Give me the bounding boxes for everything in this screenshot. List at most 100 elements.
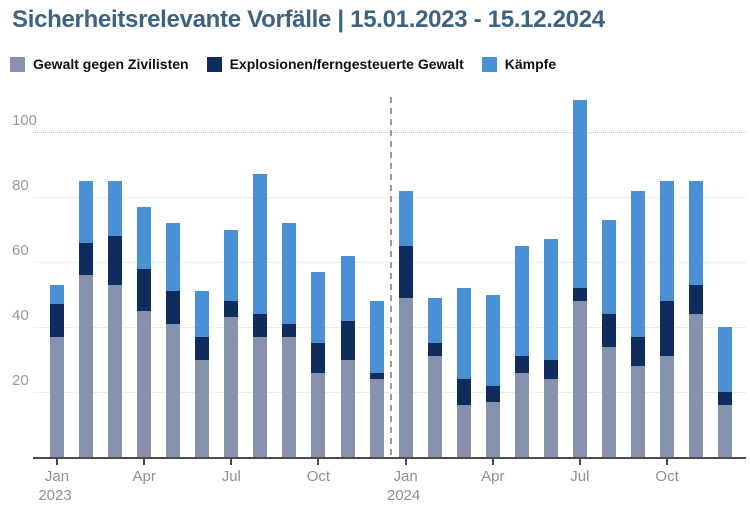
bar-segment-kaempfe bbox=[137, 206, 152, 269]
legend-item-gewalt-gegen-zivilisten: Gewalt gegen Zivilisten bbox=[10, 56, 189, 72]
bar-segment-kaempfe bbox=[369, 301, 384, 373]
x-tick-label: Jul bbox=[221, 468, 241, 485]
bar-segment-gewalt-gegen-zivilisten bbox=[79, 275, 93, 457]
bar-segment-kaempfe bbox=[631, 190, 645, 337]
bar-segment-explosionen-ferngesteuerte-gewalt bbox=[718, 392, 733, 405]
gridline bbox=[33, 262, 746, 263]
bar-segment-explosionen-ferngesteuerte-gewalt bbox=[79, 242, 93, 275]
bar-segment-gewalt-gegen-zivilisten bbox=[282, 336, 297, 458]
legend-swatch-navy-icon bbox=[206, 56, 222, 72]
bar-segment-kaempfe bbox=[514, 245, 529, 357]
bar-segment-explosionen-ferngesteuerte-gewalt bbox=[311, 343, 326, 373]
bar-segment-explosionen-ferngesteuerte-gewalt bbox=[689, 284, 704, 315]
bar-segment-kaempfe bbox=[543, 239, 558, 360]
bar-segment-kaempfe bbox=[166, 223, 181, 292]
bar-segment-explosionen-ferngesteuerte-gewalt bbox=[108, 236, 123, 285]
year-separator-line bbox=[390, 97, 393, 457]
legend-item-explosionen: Explosionen/ferngesteuerte Gewalt bbox=[206, 56, 464, 72]
x-tick-label: Apr bbox=[132, 468, 156, 485]
legend-swatch-blue-icon bbox=[481, 56, 497, 72]
x-axis-line bbox=[33, 457, 746, 459]
bar-segment-explosionen-ferngesteuerte-gewalt bbox=[485, 385, 500, 402]
bar-segment-gewalt-gegen-zivilisten bbox=[340, 359, 355, 457]
bar-segment-kaempfe bbox=[485, 294, 500, 386]
bar-segment-explosionen-ferngesteuerte-gewalt bbox=[543, 359, 558, 379]
x-tick bbox=[578, 459, 581, 465]
y-axis-label: 40 bbox=[12, 307, 29, 324]
legend-label: Kämpfe bbox=[504, 56, 557, 72]
x-tick bbox=[491, 459, 494, 465]
bar-segment-kaempfe bbox=[282, 223, 297, 324]
bar-segment-kaempfe bbox=[79, 180, 93, 243]
bar-segment-gewalt-gegen-zivilisten bbox=[543, 379, 558, 457]
bar-segment-gewalt-gegen-zivilisten bbox=[427, 356, 442, 458]
x-year-label: 2024 bbox=[386, 487, 421, 504]
x-tick-label: Oct bbox=[655, 468, 679, 485]
bar-segment-gewalt-gegen-zivilisten bbox=[253, 336, 268, 458]
bar-segment-gewalt-gegen-zivilisten bbox=[137, 310, 152, 458]
bar-segment-explosionen-ferngesteuerte-gewalt bbox=[660, 301, 675, 357]
legend: Gewalt gegen Zivilisten Explosionen/fern… bbox=[10, 56, 556, 72]
bar-segment-gewalt-gegen-zivilisten bbox=[602, 346, 616, 457]
x-tick bbox=[666, 459, 669, 465]
bar-segment-kaempfe bbox=[427, 297, 442, 344]
bar-segment-gewalt-gegen-zivilisten bbox=[660, 356, 675, 458]
y-axis-label: 100 bbox=[12, 112, 38, 129]
x-tick bbox=[230, 459, 233, 465]
chart-title: Sicherheitsrelevante Vorfälle | 15.01.20… bbox=[12, 6, 605, 33]
bar-segment-gewalt-gegen-zivilisten bbox=[108, 284, 123, 458]
bar-segment-kaempfe bbox=[602, 219, 616, 315]
bar-segment-gewalt-gegen-zivilisten bbox=[50, 336, 64, 458]
x-tick-label: Oct bbox=[306, 468, 331, 485]
bar-segment-kaempfe bbox=[253, 174, 268, 315]
bar-segment-kaempfe bbox=[398, 190, 413, 246]
bar-segment-kaempfe bbox=[195, 291, 210, 337]
bar-segment-explosionen-ferngesteuerte-gewalt bbox=[602, 314, 616, 347]
bar-segment-kaempfe bbox=[718, 327, 733, 392]
bar-segment-kaempfe bbox=[660, 180, 675, 302]
bar-segment-gewalt-gegen-zivilisten bbox=[224, 317, 239, 458]
bar-segment-kaempfe bbox=[340, 255, 355, 321]
bar-segment-gewalt-gegen-zivilisten bbox=[718, 405, 733, 457]
bar-segment-kaempfe bbox=[572, 99, 587, 288]
x-tick-label: Jan bbox=[393, 468, 418, 485]
gridline bbox=[33, 197, 746, 198]
bar-segment-gewalt-gegen-zivilisten bbox=[514, 372, 529, 457]
gridline bbox=[33, 327, 746, 328]
bar-segment-explosionen-ferngesteuerte-gewalt bbox=[224, 301, 239, 318]
bar-segment-gewalt-gegen-zivilisten bbox=[369, 379, 384, 457]
x-tick-label: Apr bbox=[481, 468, 505, 485]
bar-segment-kaempfe bbox=[456, 288, 471, 379]
y-axis-label: 80 bbox=[12, 177, 29, 194]
x-tick-label: Jul bbox=[570, 468, 590, 485]
x-year-label: 2023 bbox=[38, 487, 72, 504]
y-axis-label: 20 bbox=[12, 372, 29, 389]
bar-segment-gewalt-gegen-zivilisten bbox=[166, 323, 181, 458]
bar-segment-kaempfe bbox=[108, 180, 123, 237]
legend-swatch-gray-icon bbox=[10, 56, 25, 72]
x-tick bbox=[56, 459, 58, 465]
bar-segment-explosionen-ferngesteuerte-gewalt bbox=[398, 245, 413, 298]
x-tick bbox=[143, 459, 146, 465]
bar-segment-gewalt-gegen-zivilisten bbox=[485, 401, 500, 458]
legend-label: Explosionen/ferngesteuerte Gewalt bbox=[229, 56, 464, 72]
bar-segment-kaempfe bbox=[689, 180, 704, 285]
x-tick bbox=[317, 459, 320, 465]
bar-segment-kaempfe bbox=[311, 271, 326, 344]
bar-segment-explosionen-ferngesteuerte-gewalt bbox=[369, 372, 384, 379]
bar-segment-explosionen-ferngesteuerte-gewalt bbox=[340, 320, 355, 360]
x-tick bbox=[404, 459, 407, 465]
bar-segment-explosionen-ferngesteuerte-gewalt bbox=[137, 268, 152, 311]
bar-segment-gewalt-gegen-zivilisten bbox=[572, 301, 587, 457]
x-tick-label: Jan bbox=[44, 468, 70, 485]
bar-segment-explosionen-ferngesteuerte-gewalt bbox=[50, 304, 64, 337]
bar-segment-gewalt-gegen-zivilisten bbox=[195, 359, 210, 457]
bar-segment-explosionen-ferngesteuerte-gewalt bbox=[514, 356, 529, 373]
bar-segment-explosionen-ferngesteuerte-gewalt bbox=[572, 288, 587, 301]
bar-segment-gewalt-gegen-zivilisten bbox=[631, 366, 645, 457]
bar-segment-explosionen-ferngesteuerte-gewalt bbox=[631, 336, 645, 367]
legend-item-kaempfe: Kämpfe bbox=[481, 56, 557, 72]
bar-segment-explosionen-ferngesteuerte-gewalt bbox=[282, 323, 297, 337]
